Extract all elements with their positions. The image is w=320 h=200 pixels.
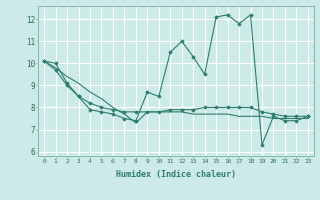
X-axis label: Humidex (Indice chaleur): Humidex (Indice chaleur): [116, 170, 236, 179]
